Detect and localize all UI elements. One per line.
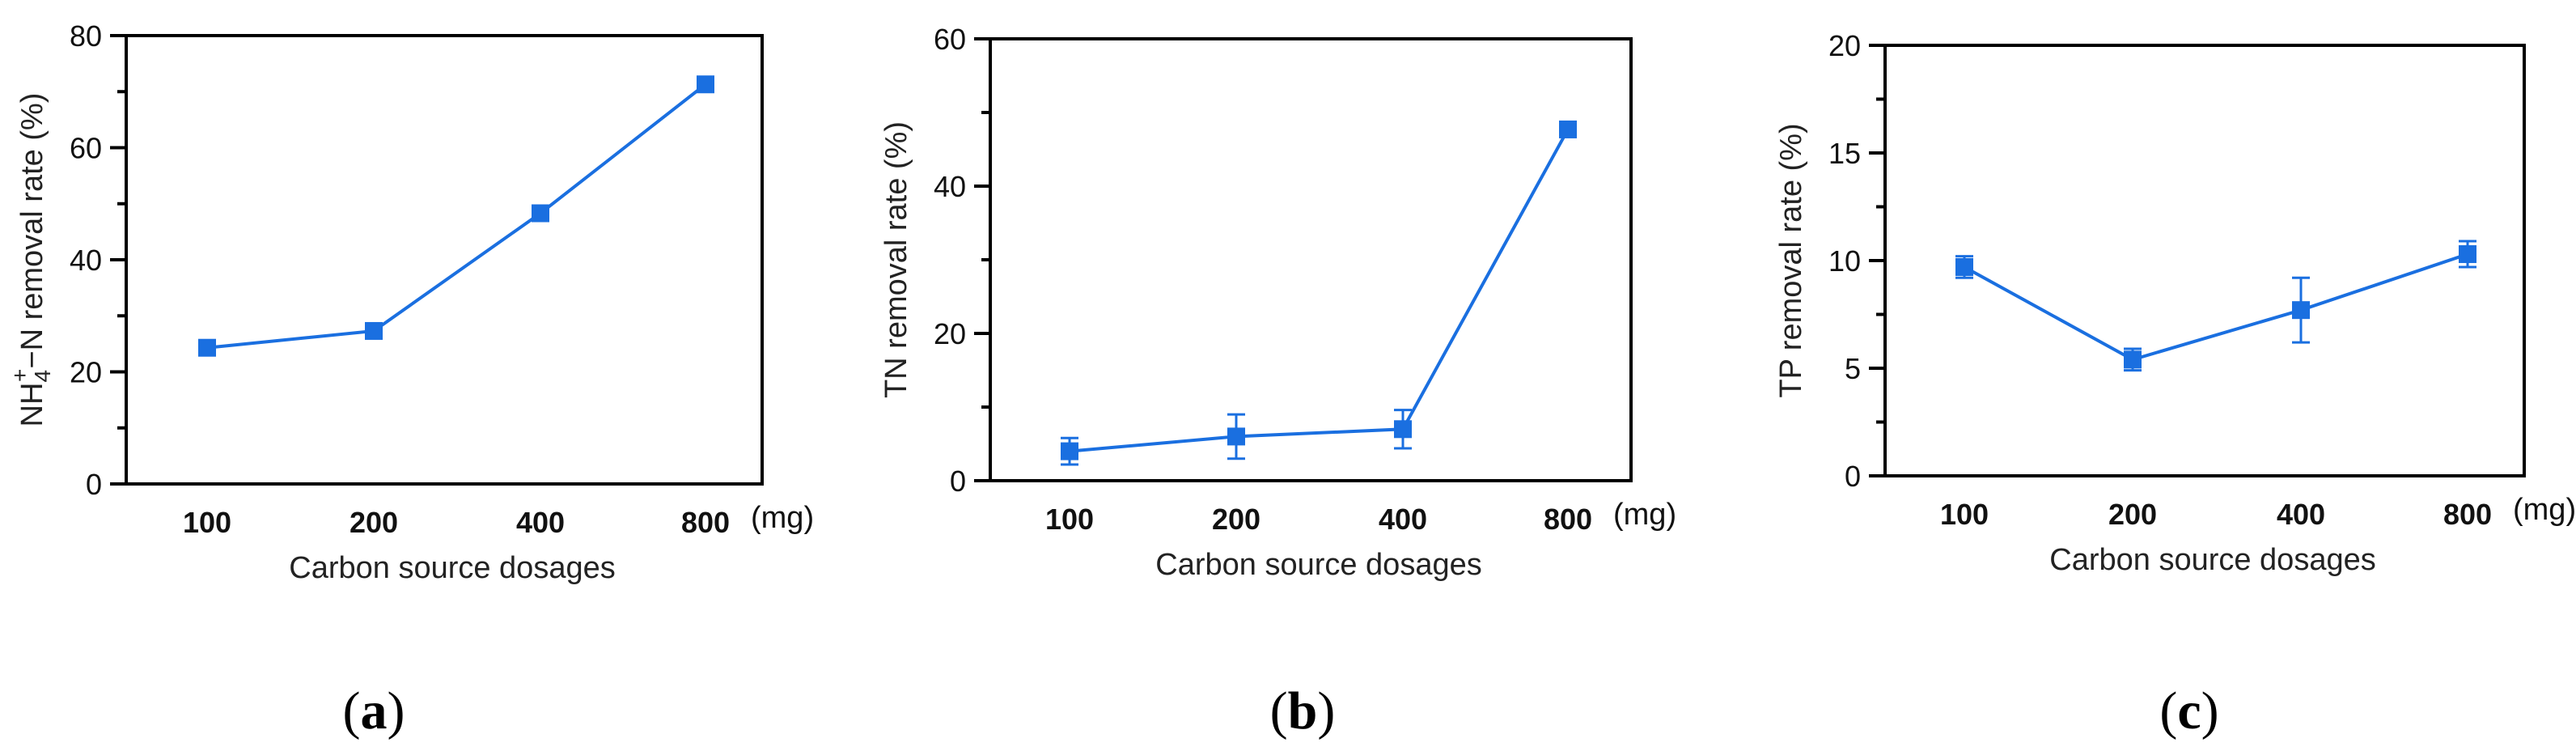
x-unit-label: (mg) — [1613, 498, 1676, 532]
y-tick-label: 0 — [950, 465, 966, 498]
y-tick-label: 0 — [86, 468, 102, 501]
data-point-marker — [532, 204, 549, 223]
data-point-marker — [1394, 420, 1412, 439]
panel-caption-letter: b — [1288, 681, 1318, 740]
data-point-marker — [198, 338, 216, 357]
series-line — [1964, 252, 2468, 362]
data-point-marker — [1955, 257, 1973, 276]
panel-caption-open-paren: ( — [2159, 681, 2177, 740]
y-axis-title-subscript: 4 — [30, 370, 55, 383]
y-tick-label: 20 — [70, 356, 102, 389]
panel-caption-close-paren: ) — [2201, 681, 2219, 740]
series-line — [206, 83, 707, 350]
y-axis-title: NH4+−N removal rate (%) — [7, 93, 55, 427]
data-point-marker — [1559, 120, 1577, 138]
data-point-marker — [2292, 301, 2310, 320]
y-tick-label: 60 — [70, 132, 102, 165]
panel-caption-close-paren: ) — [388, 681, 405, 740]
panel-caption-open-paren: ( — [343, 681, 361, 740]
data-point-marker — [1227, 427, 1245, 446]
data-point-marker — [1061, 442, 1078, 460]
x-tick-label: 800 — [681, 506, 730, 539]
panel-caption-letter: a — [361, 681, 388, 740]
x-tick-label: 400 — [2277, 498, 2325, 531]
series-line — [1069, 128, 1570, 453]
data-point-marker — [365, 321, 383, 340]
y-tick-label: 10 — [1828, 244, 1861, 278]
y-tick-label: 60 — [934, 23, 966, 56]
data-point-marker — [2124, 350, 2142, 369]
y-axis-title: TP removal rate (%) — [1774, 123, 1808, 397]
y-axis-title-superscript: + — [7, 369, 32, 382]
y-tick-label: 15 — [1828, 137, 1861, 170]
data-point-marker — [697, 75, 714, 94]
x-unit-label: (mg) — [2513, 493, 2576, 527]
x-axis-title: Carbon source dosages — [289, 551, 615, 585]
data-point-marker — [2459, 245, 2476, 264]
y-tick-label: 0 — [1845, 460, 1861, 493]
x-tick-label: 200 — [2108, 498, 2157, 531]
x-tick-label: 100 — [183, 506, 231, 539]
x-tick-label: 100 — [1940, 498, 1989, 531]
chart-panel-c: 0 5 10 15 20 100 200 400 800 (mg) Carbon source do… — [1774, 29, 2576, 740]
y-tick-label: 40 — [70, 244, 102, 277]
x-axis-title: Carbon source dosages — [1155, 548, 1481, 582]
plot-frame — [989, 37, 1633, 482]
x-tick-label: 200 — [350, 506, 398, 539]
x-unit-label: (mg) — [751, 501, 814, 535]
x-tick-label: 400 — [1379, 503, 1427, 536]
panel-caption: (b) — [1270, 681, 1336, 740]
x-axis-title: Carbon source dosages — [2049, 543, 2375, 577]
y-tick-label: 20 — [934, 317, 966, 350]
x-tick-label: 800 — [2443, 498, 2492, 531]
y-tick-label: 5 — [1845, 352, 1861, 385]
y-axis-title-suffix: −N removal rate (%) — [15, 93, 49, 369]
chart-panel-b: 0 20 40 60 100 200 400 800 (mg) Carbon source dos… — [879, 23, 1676, 740]
x-tick-label: 100 — [1045, 503, 1094, 536]
panel-caption: (a) — [343, 681, 405, 740]
x-tick-label: 400 — [516, 506, 565, 539]
y-axis-title: TN removal rate (%) — [879, 121, 913, 398]
panel-caption-letter: c — [2177, 681, 2201, 740]
panel-caption-open-paren: ( — [1270, 681, 1288, 740]
y-tick-label: 40 — [934, 170, 966, 203]
x-tick-label: 800 — [1544, 503, 1592, 536]
y-tick-label: 80 — [70, 19, 102, 53]
chart-panel-a: 0 20 40 60 80 100 200 400 800 (mg) Carbon source d… — [7, 19, 814, 740]
panel-caption-close-paren: ) — [1317, 681, 1335, 740]
plot-frame — [1883, 44, 2526, 477]
y-tick-label: 20 — [1828, 29, 1861, 62]
plot-frame — [125, 34, 764, 486]
y-axis-title-prefix: NH — [15, 383, 49, 427]
x-tick-label: 200 — [1212, 503, 1260, 536]
panel-caption: (c) — [2159, 681, 2218, 740]
